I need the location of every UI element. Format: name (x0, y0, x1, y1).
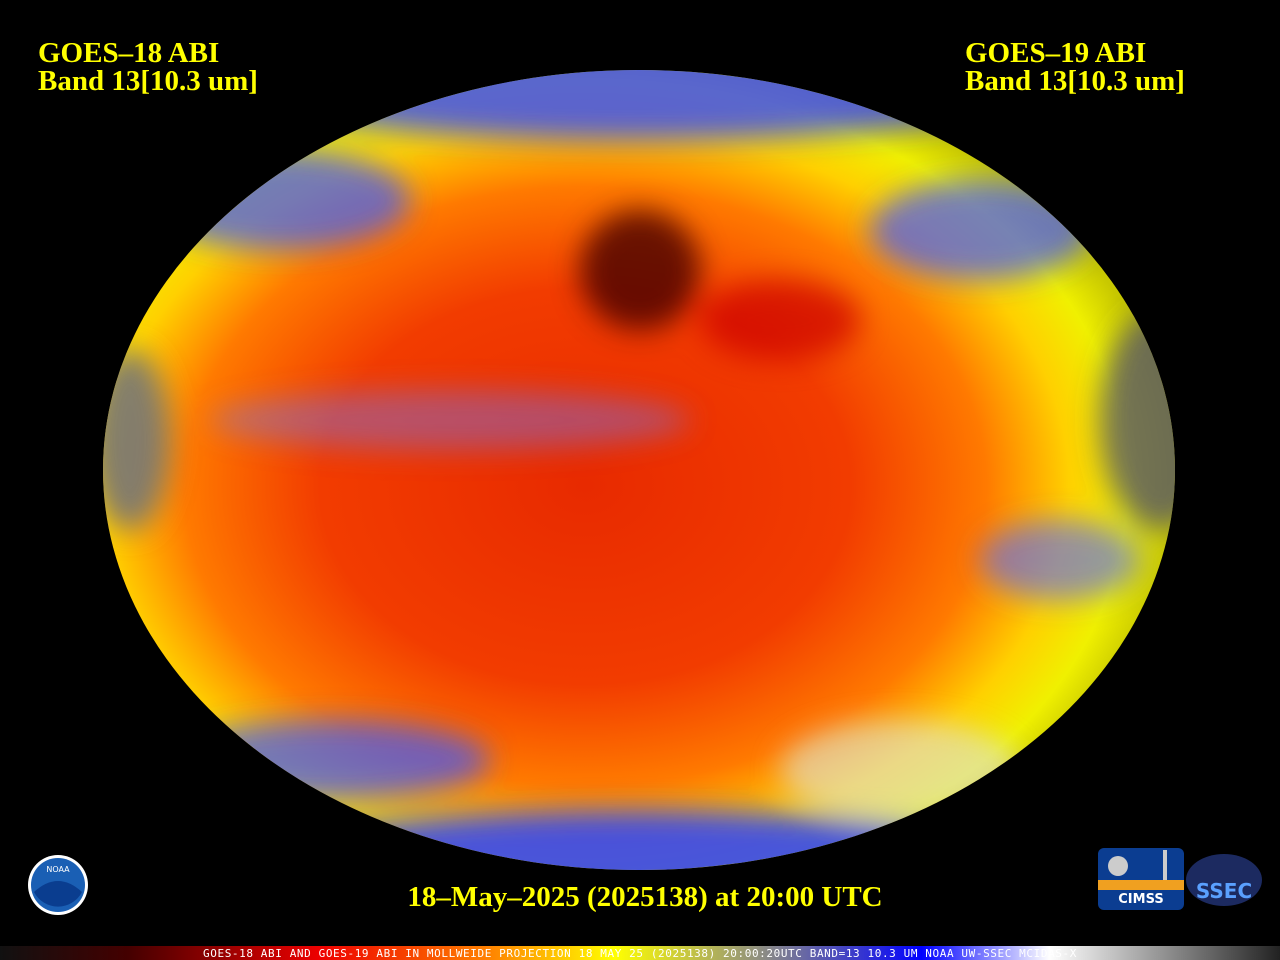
ssec-label: SSEC (1196, 879, 1252, 903)
left-title: GOES–18 ABI (38, 37, 219, 69)
cimss-label: CIMSS (1118, 892, 1163, 907)
noaa-logo: NOAA (28, 855, 88, 915)
globe (103, 70, 1175, 870)
noaa-label: NOAA (46, 865, 70, 874)
cimss-logo: CIMSS (1098, 848, 1184, 910)
color-bar (0, 946, 1280, 960)
caption: GOES-18 ABI AND GOES-19 ABI IN MOLLWEIDE… (203, 947, 1077, 960)
right-title: GOES–19 ABI (965, 37, 1146, 69)
ssec-logo: SSEC (1186, 854, 1262, 906)
timestamp: 18–May–2025 (2025138) at 20:00 UTC (407, 881, 882, 913)
right-band: Band 13[10.3 um] (965, 65, 1185, 97)
left-band: Band 13[10.3 um] (38, 65, 258, 97)
